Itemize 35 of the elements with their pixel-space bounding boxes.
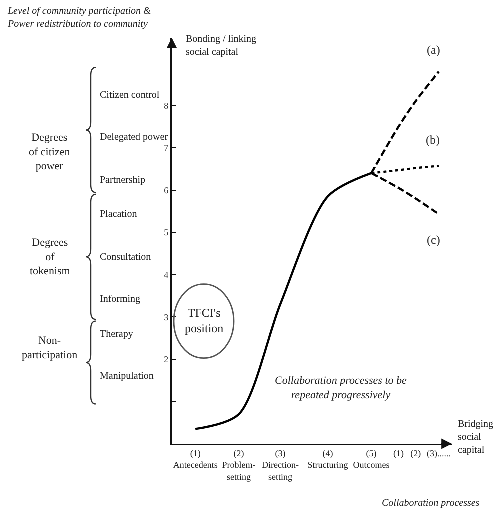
x-tick-label: (2) Problem- setting [222,448,256,482]
annotation: Collaboration processes to be repeated progressively [275,375,408,402]
series-label: (b) [426,133,440,147]
text: Collaboration processes [382,498,480,509]
text: Delegated power [100,132,169,143]
y-tick-label: 6 [164,185,170,196]
series-label: (c) [427,233,440,247]
text: Informing [100,294,141,305]
text: Manipulation [100,371,154,382]
text: Degrees of tokenism [30,237,71,278]
x-tick-label: (1) Antecedents [173,448,218,470]
y-tick-label: 2 [164,354,169,365]
x-tick-label: (5) Outcomes [353,448,390,470]
x-tick-label: (2) [410,448,422,458]
text: Non- participation [22,335,78,362]
text: Citizen control [100,90,160,101]
annotation: TFCI's position [185,306,224,336]
y-tick-label: 7 [164,143,170,154]
x-tick-label: (3) Direction- setting [262,448,300,482]
y-tick-label: 3 [164,312,170,322]
y-tick-label: 4 [164,270,170,280]
x-tick-label: (1) [394,448,404,458]
text: Partnership [100,175,146,186]
y-axis-title: Bonding / linking social capital [186,34,257,58]
text: Level of community participation & Power redistribution to community [7,6,152,30]
text: Degrees of citizen power [29,132,71,173]
y-tick-label: 8 [164,100,170,111]
x-tick-label: (3)...... [427,448,451,458]
text: Therapy [100,329,134,340]
x-tick-label: (4) Structuring [308,448,349,470]
text: Placation [100,209,138,220]
y-tick-label: 5 [164,228,170,238]
series-label: (a) [427,43,440,57]
x-axis-title: Bridging social capital [458,419,494,456]
text: Consultation [100,252,152,263]
